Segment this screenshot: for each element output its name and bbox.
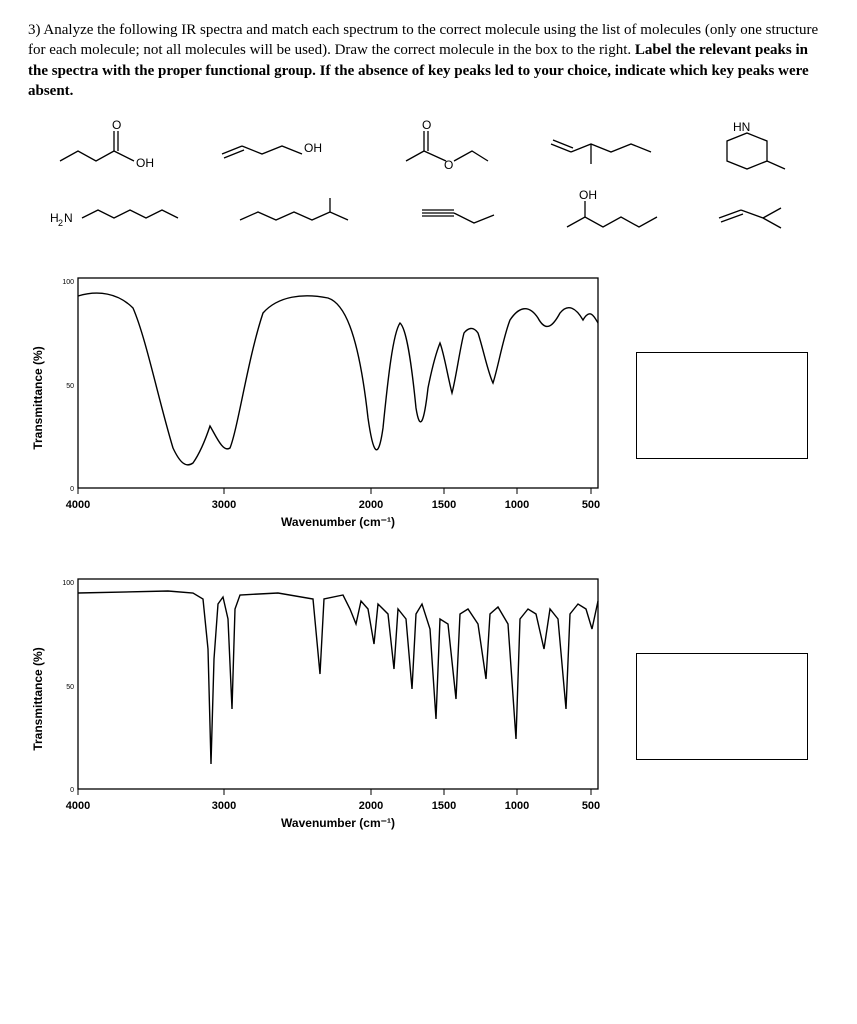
spectrum-2-block: Transmittance (%) 100 50 0 4000 3000 200…: [28, 569, 829, 844]
molecule-ester: O O: [388, 119, 498, 179]
y-axis-label: Transmittance (%): [31, 346, 45, 449]
svg-text:1500: 1500: [432, 800, 456, 812]
molecule-sec-amine-ring: HN: [707, 119, 807, 179]
answer-box-1[interactable]: [636, 352, 808, 459]
ytick-mid: 50: [66, 383, 74, 390]
plot-frame: [78, 579, 598, 789]
svg-text:4000: 4000: [66, 800, 90, 812]
molecules-row-1: O OH OH O O HN: [28, 119, 829, 179]
molecules-row-2: H 2 N OH: [28, 187, 829, 242]
ytick-bot: 0: [70, 486, 74, 493]
svg-text:3000: 3000: [212, 800, 236, 812]
molecule-allylic-alcohol: OH: [214, 124, 344, 174]
molecule-terminal-alkyne: [408, 195, 518, 235]
svg-text:3000: 3000: [212, 499, 236, 511]
svg-text:2000: 2000: [359, 800, 383, 812]
molecule-alkene-branched: [543, 124, 663, 174]
molecule-primary-amine: H 2 N: [46, 190, 196, 240]
label-OH: OH: [136, 156, 154, 170]
label-O: O: [422, 119, 431, 132]
label-HN: HN: [733, 120, 750, 134]
svg-text:1000: 1000: [505, 499, 529, 511]
label-2: 2: [58, 218, 63, 228]
spectrum-1-chart: Transmittance (%) 100 50 0 4000 3000 200…: [28, 268, 618, 543]
svg-text:500: 500: [582, 499, 600, 511]
spectrum-1-block: Transmittance (%) 100 50 0 4000 3000 200…: [28, 268, 829, 543]
ytick-top: 100: [62, 580, 74, 587]
spectrum-2-chart: Transmittance (%) 100 50 0 4000 3000 200…: [28, 569, 618, 844]
ytick-top: 100: [62, 279, 74, 286]
ytick-mid: 50: [66, 684, 74, 691]
ytick-bot: 0: [70, 787, 74, 794]
answer-box-2[interactable]: [636, 653, 808, 760]
label-O2: O: [444, 158, 453, 172]
question-text: 3) Analyze the following IR spectra and …: [28, 20, 829, 101]
molecule-carboxylic-acid: O OH: [50, 119, 170, 179]
label-N: N: [64, 211, 73, 225]
svg-text:4000: 4000: [66, 499, 90, 511]
label-OH: OH: [579, 188, 597, 202]
x-axis-label: Wavenumber (cm⁻¹): [281, 816, 395, 830]
svg-text:1000: 1000: [505, 800, 529, 812]
label-OH: OH: [304, 141, 322, 155]
x-ticks: 4000 3000 2000 1500 1000 500: [66, 488, 600, 511]
svg-text:2000: 2000: [359, 499, 383, 511]
molecule-secondary-alcohol: OH: [555, 187, 675, 242]
y-axis-label: Transmittance (%): [31, 647, 45, 750]
svg-text:1500: 1500: [432, 499, 456, 511]
molecule-branched-alkane: [232, 190, 372, 240]
x-ticks: 4000 3000 2000 1500 1000 500: [66, 789, 600, 812]
x-axis-label: Wavenumber (cm⁻¹): [281, 515, 395, 529]
molecule-terminal-alkene: [711, 192, 811, 237]
svg-text:500: 500: [582, 800, 600, 812]
label-O: O: [112, 119, 121, 132]
